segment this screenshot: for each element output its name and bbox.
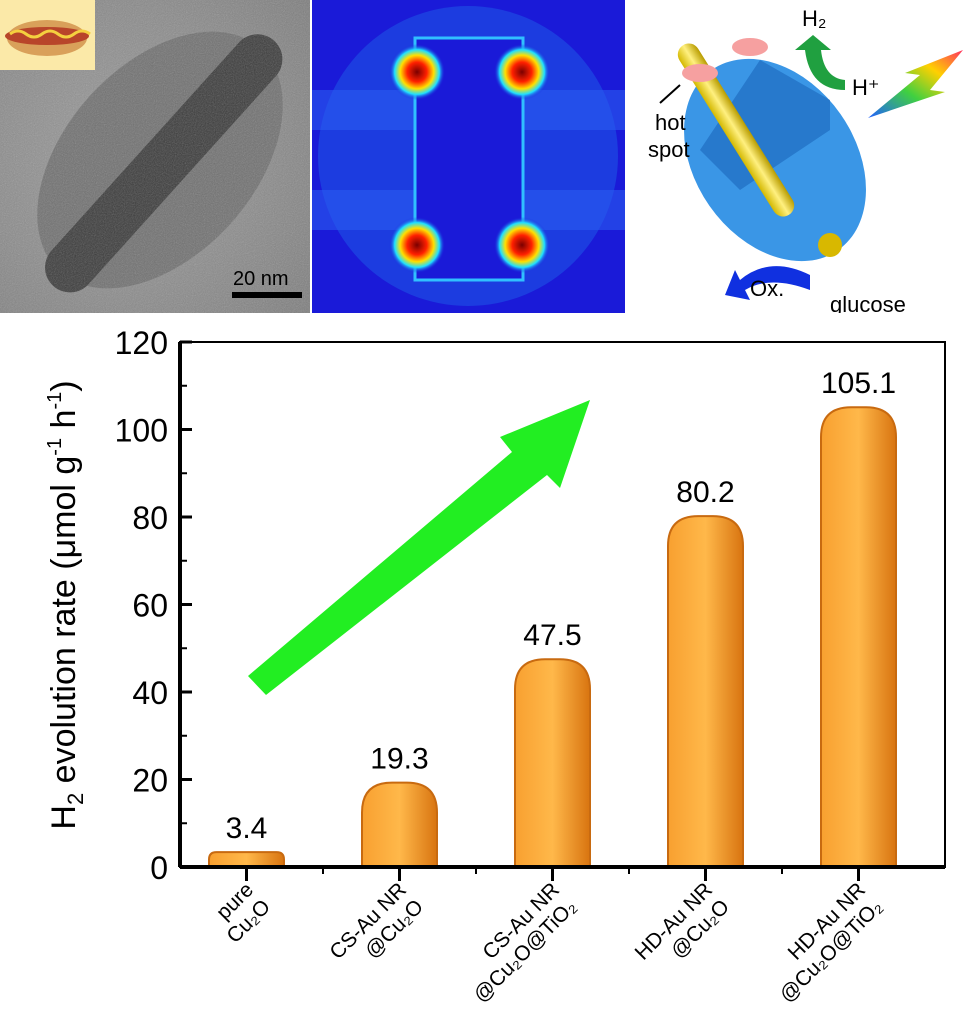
y-axis-title: H2 evolution rate (μmol g-1 h-1) — [44, 380, 88, 829]
y-tick-label: 40 — [132, 675, 168, 711]
h-plus-label: H⁺ — [852, 75, 880, 100]
x-tick-label: CS-Au NR@Cu₂O@TiO₂ — [452, 878, 581, 1007]
bar — [667, 515, 744, 868]
hot-spot-label-1: hot — [655, 110, 686, 135]
y-tick-label: 0 — [150, 850, 168, 886]
tem-image-panel: 20 nm — [0, 0, 310, 313]
x-tick-label: CS-Au NR@Cu₂O — [325, 878, 428, 981]
field-simulation-panel — [312, 0, 625, 313]
h2-arrow-icon — [795, 35, 845, 90]
glucose-label: glucose — [830, 292, 906, 313]
bar — [820, 406, 897, 868]
bar — [208, 851, 285, 868]
x-tick-label: HD-Au NR@Cu₂O — [631, 878, 734, 981]
scale-bar — [232, 292, 302, 298]
light-bolt-icon — [868, 50, 963, 118]
y-tick-label: 20 — [132, 763, 168, 799]
hot-spot-pointer-icon — [659, 84, 681, 104]
schematic-illustration: H₂ H⁺ hot spot Ox. glucose — [648, 6, 963, 313]
y-tick-label: 120 — [115, 325, 168, 361]
y-tick-label: 80 — [132, 500, 168, 536]
bar — [361, 781, 438, 868]
hot-spot-label-2: spot — [648, 137, 690, 162]
data-label: 105.1 — [821, 367, 896, 400]
data-label: 47.5 — [523, 619, 581, 652]
x-tick-label: HD-Au NR@Cu₂O@TiO₂ — [758, 878, 887, 1007]
oxidation-arrow-icon — [725, 266, 810, 300]
bar — [514, 658, 591, 868]
data-label: 3.4 — [226, 812, 268, 845]
scale-bar-label: 20 nm — [233, 268, 289, 290]
y-tick-label: 60 — [132, 588, 168, 624]
y-tick-label: 100 — [115, 413, 168, 449]
field-map — [312, 6, 625, 306]
data-label: 19.3 — [370, 743, 428, 776]
h2-label: H₂ — [802, 6, 826, 31]
ox-label: Ox. — [750, 276, 784, 301]
trend-arrow — [248, 400, 590, 695]
x-tick-label: pureCu₂O — [205, 878, 275, 948]
tem-image: 20 nm — [0, 0, 310, 313]
schematic-panel: H₂ H⁺ hot spot Ox. glucose — [630, 0, 963, 313]
data-label: 80.2 — [676, 476, 734, 509]
